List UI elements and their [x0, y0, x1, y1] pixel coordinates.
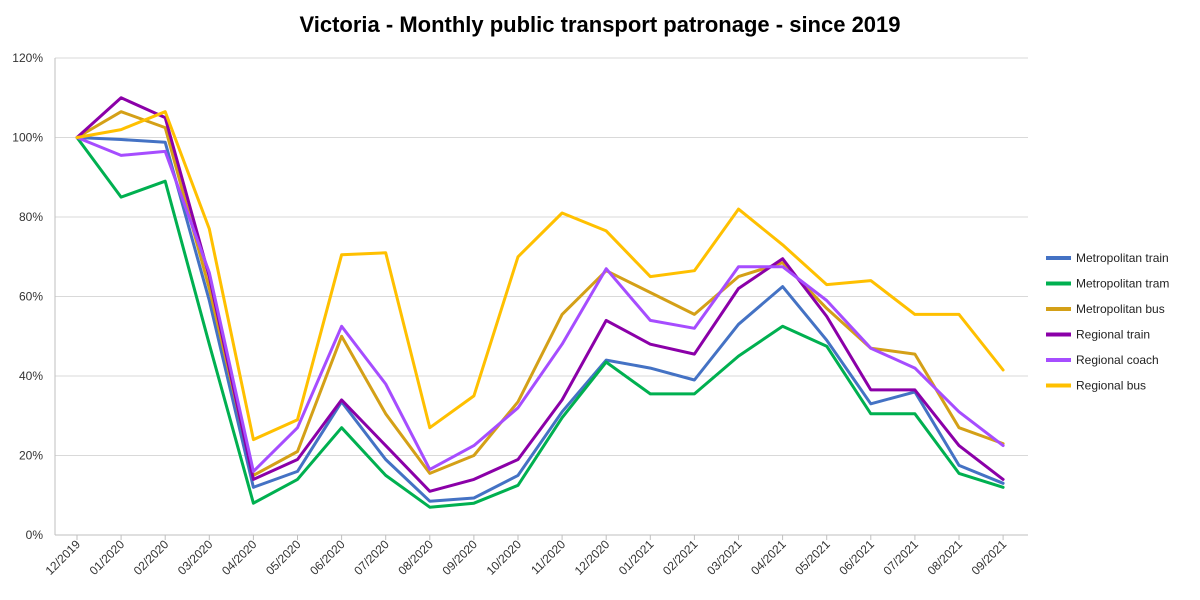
x-tick-label: 03/2020 [175, 537, 216, 578]
series-line-5 [75, 136, 1005, 473]
legend-label: Regional bus [1076, 379, 1146, 393]
x-tick-label: 06/2020 [307, 537, 348, 578]
x-tick-label: 01/2020 [87, 537, 128, 578]
x-tick-label: 04/2020 [219, 537, 260, 578]
y-tick-label: 20% [19, 449, 43, 463]
x-tick-label: 10/2020 [484, 537, 525, 578]
y-tick-label: 80% [19, 210, 43, 224]
x-tick-label: 05/2020 [263, 537, 304, 578]
x-tick-label: 05/2021 [792, 537, 833, 578]
x-tick-label: 06/2021 [836, 537, 877, 578]
legend-label: Regional coach [1076, 353, 1159, 367]
legend: Metropolitan train Metropolitan tram Metro… [1046, 251, 1169, 393]
x-tick-label: 09/2021 [969, 537, 1010, 578]
series-line-4 [75, 96, 1005, 493]
x-tick-label: 04/2021 [748, 537, 789, 578]
x-tick-label: 03/2021 [704, 537, 745, 578]
y-tick-labels: 0% 20% 40% 60% 80% 100% 120% [12, 51, 43, 542]
y-tick-label: 0% [26, 528, 44, 542]
x-tick-label: 08/2021 [925, 537, 966, 578]
x-tick-label: 09/2020 [439, 537, 480, 578]
series-line-1 [75, 136, 1005, 503]
y-tick-label: 60% [19, 290, 43, 304]
y-tick-label: 120% [12, 51, 43, 65]
legend-label: Metropolitan bus [1076, 302, 1165, 316]
x-tick-label: 02/2020 [131, 537, 172, 578]
series-line-2 [75, 136, 1005, 509]
chart-title: Victoria - Monthly public transport patr… [299, 12, 901, 37]
x-tick-label: 01/2021 [616, 537, 657, 578]
x-tick-label: 11/2020 [528, 537, 568, 577]
x-tick-label: 02/2021 [660, 537, 701, 578]
y-tick-label: 40% [19, 369, 43, 383]
y-tick-label: 100% [12, 131, 43, 145]
x-tick-label: 12/2019 [43, 537, 84, 578]
x-tick-label: 07/2020 [351, 537, 392, 578]
x-tick-label: 07/2021 [880, 537, 921, 578]
x-tick-label: 08/2020 [395, 537, 436, 578]
legend-label: Metropolitan tram [1076, 277, 1169, 291]
series-line-3 [75, 110, 1005, 477]
x-tick-label: 12/2020 [572, 537, 613, 578]
series-lines [75, 96, 1005, 509]
legend-label: Metropolitan train [1076, 251, 1169, 265]
axes [54, 58, 1028, 540]
legend-label: Regional train [1076, 328, 1150, 342]
series-line-6 [75, 110, 1005, 442]
x-tick-labels: 12/2019 01/2020 02/2020 03/2020 04/2020 05/20… [43, 537, 1010, 578]
